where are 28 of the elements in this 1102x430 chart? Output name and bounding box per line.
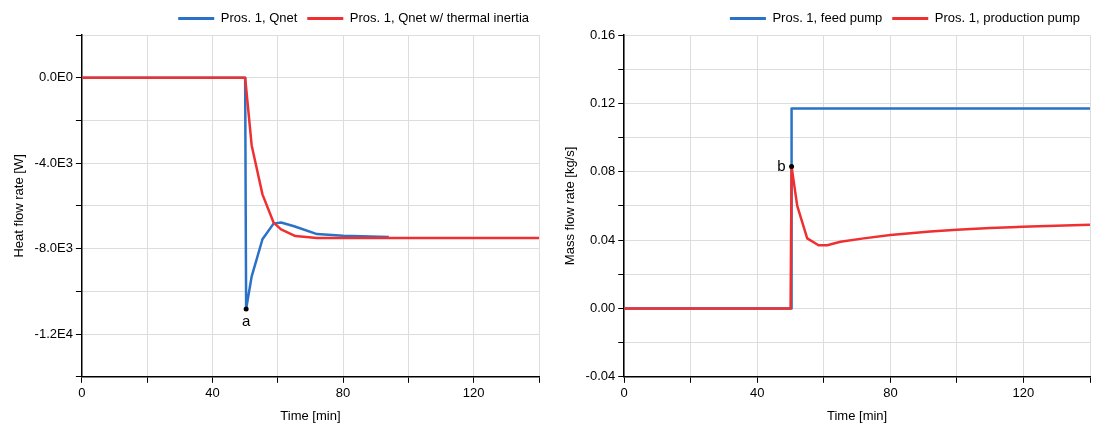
y-tick-label: 0.16 bbox=[589, 26, 616, 42]
y-tick-label: 0.0E0 bbox=[38, 69, 73, 85]
x-tick-label: 120 bbox=[1012, 385, 1035, 401]
y-tick-label: 0.08 bbox=[589, 163, 616, 179]
y-tick-label: -4.0E3 bbox=[34, 154, 73, 170]
annotation: b bbox=[777, 156, 786, 174]
y-tick-label: 0.12 bbox=[589, 94, 616, 110]
x-tick-label: 120 bbox=[462, 385, 485, 401]
y-tick-label: 0.04 bbox=[589, 231, 616, 247]
x-tick-label: 40 bbox=[750, 385, 765, 401]
legend-label: Pros. 1, production pump bbox=[934, 10, 1080, 26]
y-tick-label: -0.04 bbox=[585, 368, 616, 384]
y-tick-label: -8.0E3 bbox=[34, 240, 73, 256]
y-tick-label: -1.2E4 bbox=[34, 325, 73, 341]
x-tick-label: 80 bbox=[883, 385, 898, 401]
legend-label: Pros. 1, feed pump bbox=[772, 10, 883, 26]
annotation: a bbox=[241, 311, 251, 329]
y-tick-label: 0.00 bbox=[589, 300, 616, 316]
x-tick-label: 80 bbox=[335, 385, 351, 401]
y-axis-title: Mass flow rate [kg/s] bbox=[562, 146, 578, 266]
legend-label: Pros. 1, Qnet bbox=[220, 10, 298, 26]
legend-label: Pros. 1, Qnet w/ thermal inertia bbox=[349, 10, 530, 26]
x-tick-label: 0 bbox=[620, 385, 628, 401]
y-axis-title: Heat flow rate [W] bbox=[11, 154, 27, 258]
x-tick-label: 40 bbox=[205, 385, 220, 401]
x-axis-title: Time [min] bbox=[280, 407, 341, 423]
x-axis-title: Time [min] bbox=[827, 407, 888, 423]
x-tick-label: 0 bbox=[78, 385, 86, 401]
